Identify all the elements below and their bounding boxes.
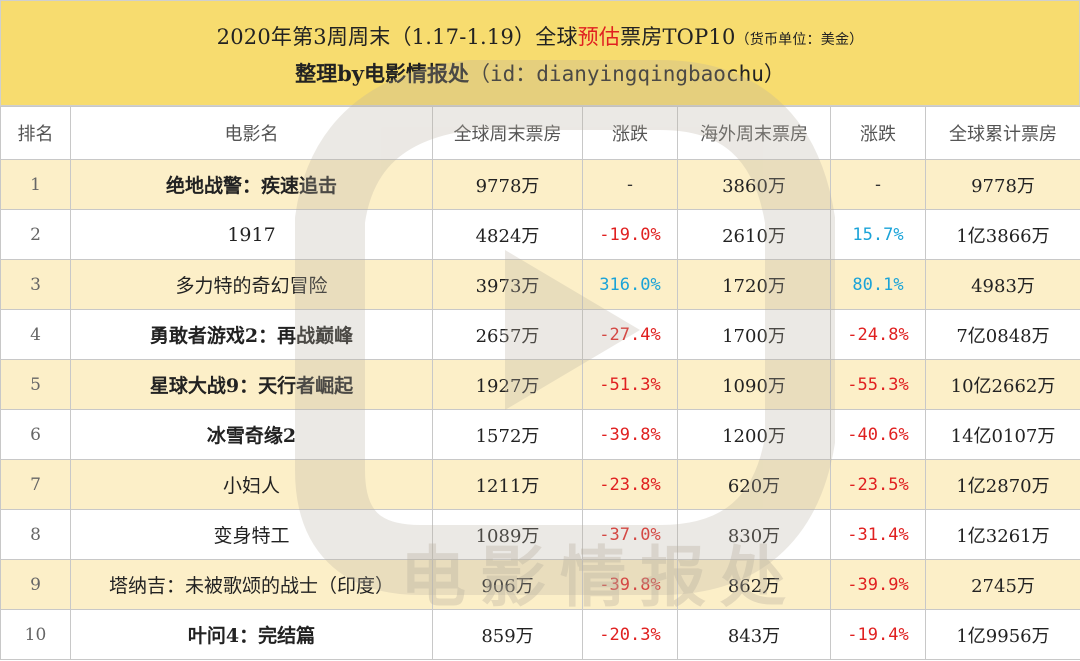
rank-cell: 8 xyxy=(0,509,71,560)
movie-name-cell: 1917 xyxy=(70,209,433,260)
overseas-change-cell: 15.7% xyxy=(830,209,926,260)
header-change-global: 涨跌 xyxy=(582,106,678,160)
table-row: 5 星球大战9：天行者崛起 1927万 -51.3% 1090万 -55.3% 10亿266… xyxy=(0,359,1080,410)
global-total-cell: 1亿2870万 xyxy=(925,459,1080,510)
overseas-change-cell: -23.5% xyxy=(830,459,926,510)
title-line-1: 2020年第3周周末（1.17-1.19）全球预估票房TOP10（货币单位：美金… xyxy=(1,21,1079,51)
global-weekend-cell: 1089万 xyxy=(432,509,583,560)
global-change-cell: - xyxy=(582,159,678,210)
table-row: 8 变身特工 1089万 -37.0% 830万 -31.4% 1亿3261万 xyxy=(0,509,1080,560)
overseas-change-cell: -31.4% xyxy=(830,509,926,560)
global-total-cell: 7亿0848万 xyxy=(925,309,1080,360)
global-change-cell: -39.8% xyxy=(582,409,678,460)
global-change-cell: 316.0% xyxy=(582,259,678,310)
table-title: 2020年第3周周末（1.17-1.19）全球预估票房TOP10（货币单位：美金… xyxy=(0,0,1080,106)
rank-cell: 3 xyxy=(0,259,71,310)
global-weekend-cell: 3973万 xyxy=(432,259,583,310)
global-total-cell: 2745万 xyxy=(925,559,1080,610)
overseas-weekend-cell: 620万 xyxy=(677,459,831,510)
title-highlight-text: 预估 xyxy=(577,25,621,49)
overseas-weekend-cell: 830万 xyxy=(677,509,831,560)
header-change-overseas: 涨跌 xyxy=(830,106,926,160)
table-row: 4 勇敢者游戏2：再战巅峰 2657万 -27.4% 1700万 -24.8% 7亿0848… xyxy=(0,309,1080,360)
global-weekend-cell: 1572万 xyxy=(432,409,583,460)
overseas-change-cell: -55.3% xyxy=(830,359,926,410)
table-row: 9 塔纳吉：未被歌颂的战士（印度） 906万 -39.8% 862万 -39.9% 2745… xyxy=(0,559,1080,610)
global-change-cell: -51.3% xyxy=(582,359,678,410)
movie-name-cell: 变身特工 xyxy=(70,509,433,560)
global-change-cell: -19.0% xyxy=(582,209,678,260)
rank-cell: 4 xyxy=(0,309,71,360)
overseas-weekend-cell: 862万 xyxy=(677,559,831,610)
global-change-cell: -37.0% xyxy=(582,509,678,560)
box-office-table: 排名 电影名 全球周末票房 涨跌 海外周末票房 涨跌 全球累计票房 1 绝地战警：… xyxy=(0,106,1080,660)
header-overseas-weekend: 海外周末票房 xyxy=(677,106,831,160)
rank-cell: 7 xyxy=(0,459,71,510)
overseas-weekend-cell: 1700万 xyxy=(677,309,831,360)
global-weekend-cell: 859万 xyxy=(432,609,583,660)
global-total-cell: 1亿3866万 xyxy=(925,209,1080,260)
title-credit-text: 整理by电影情报处 xyxy=(295,61,469,86)
header-global-weekend: 全球周末票房 xyxy=(432,106,583,160)
global-total-cell: 1亿3261万 xyxy=(925,509,1080,560)
movie-name-cell: 绝地战警：疾速追击 xyxy=(70,159,433,210)
rank-cell: 9 xyxy=(0,559,71,610)
table-row: 7 小妇人 1211万 -23.8% 620万 -23.5% 1亿2870万 xyxy=(0,459,1080,510)
global-weekend-cell: 906万 xyxy=(432,559,583,610)
global-change-cell: -20.3% xyxy=(582,609,678,660)
global-total-cell: 4983万 xyxy=(925,259,1080,310)
overseas-weekend-cell: 843万 xyxy=(677,609,831,660)
table-header-row: 排名 电影名 全球周末票房 涨跌 海外周末票房 涨跌 全球累计票房 xyxy=(0,106,1080,160)
global-change-cell: -23.8% xyxy=(582,459,678,510)
global-weekend-cell: 2657万 xyxy=(432,309,583,360)
header-rank: 排名 xyxy=(0,106,71,160)
table-row: 10 叶问4：完结篇 859万 -20.3% 843万 -19.4% 1亿9956万 xyxy=(0,609,1080,660)
rank-cell: 2 xyxy=(0,209,71,260)
movie-name-cell: 星球大战9：天行者崛起 xyxy=(70,359,433,410)
global-change-cell: -39.8% xyxy=(582,559,678,610)
rank-cell: 1 xyxy=(0,159,71,210)
movie-name-cell: 叶问4：完结篇 xyxy=(70,609,433,660)
global-total-cell: 10亿2662万 xyxy=(925,359,1080,410)
movie-name-cell: 塔纳吉：未被歌颂的战士（印度） xyxy=(70,559,433,610)
overseas-weekend-cell: 3860万 xyxy=(677,159,831,210)
overseas-change-cell: -24.8% xyxy=(830,309,926,360)
overseas-weekend-cell: 1090万 xyxy=(677,359,831,410)
overseas-change-cell: -40.6% xyxy=(830,409,926,460)
global-total-cell: 1亿9956万 xyxy=(925,609,1080,660)
title-unit-text: （货币单位：美金） xyxy=(735,32,864,48)
overseas-weekend-cell: 2610万 xyxy=(677,209,831,260)
overseas-weekend-cell: 1720万 xyxy=(677,259,831,310)
movie-name-cell: 多力特的奇幻冒险 xyxy=(70,259,433,310)
overseas-weekend-cell: 1200万 xyxy=(677,409,831,460)
title-line-2: 整理by电影情报处（id：dianyingqingbaochu） xyxy=(1,58,1079,88)
overseas-change-cell: - xyxy=(830,159,926,210)
global-total-cell: 14亿0107万 xyxy=(925,409,1080,460)
movie-name-cell: 冰雪奇缘2 xyxy=(70,409,433,460)
title-main-text: 2020年第3周周末（1.17-1.19）全球 xyxy=(216,25,578,49)
rank-cell: 6 xyxy=(0,409,71,460)
global-total-cell: 9778万 xyxy=(925,159,1080,210)
table-row: 1 绝地战警：疾速追击 9778万 -3860万 -9778万 xyxy=(0,159,1080,210)
rank-cell: 5 xyxy=(0,359,71,410)
movie-name-cell: 小妇人 xyxy=(70,459,433,510)
overseas-change-cell: 80.1% xyxy=(830,259,926,310)
global-weekend-cell: 9778万 xyxy=(432,159,583,210)
header-global-total: 全球累计票房 xyxy=(925,106,1080,160)
movie-name-cell: 勇敢者游戏2：再战巅峰 xyxy=(70,309,433,360)
table-row: 2 1917 4824万 -19.0% 2610万 15.7% 1亿3866万 xyxy=(0,209,1080,260)
global-weekend-cell: 4824万 xyxy=(432,209,583,260)
table-row: 3 多力特的奇幻冒险 3973万 316.0% 1720万 80.1% 4983万 xyxy=(0,259,1080,310)
table-row: 6 冰雪奇缘2 1572万 -39.8% 1200万 -40.6% 14亿0107万 xyxy=(0,409,1080,460)
global-change-cell: -27.4% xyxy=(582,309,678,360)
overseas-change-cell: -19.4% xyxy=(830,609,926,660)
global-weekend-cell: 1927万 xyxy=(432,359,583,410)
global-weekend-cell: 1211万 xyxy=(432,459,583,510)
title-id-text: （id：dianyingqingbaochu） xyxy=(469,62,785,86)
header-movie-name: 电影名 xyxy=(70,106,433,160)
overseas-change-cell: -39.9% xyxy=(830,559,926,610)
rank-cell: 10 xyxy=(0,609,71,660)
title-top10-text: 票房TOP10 xyxy=(620,25,736,49)
